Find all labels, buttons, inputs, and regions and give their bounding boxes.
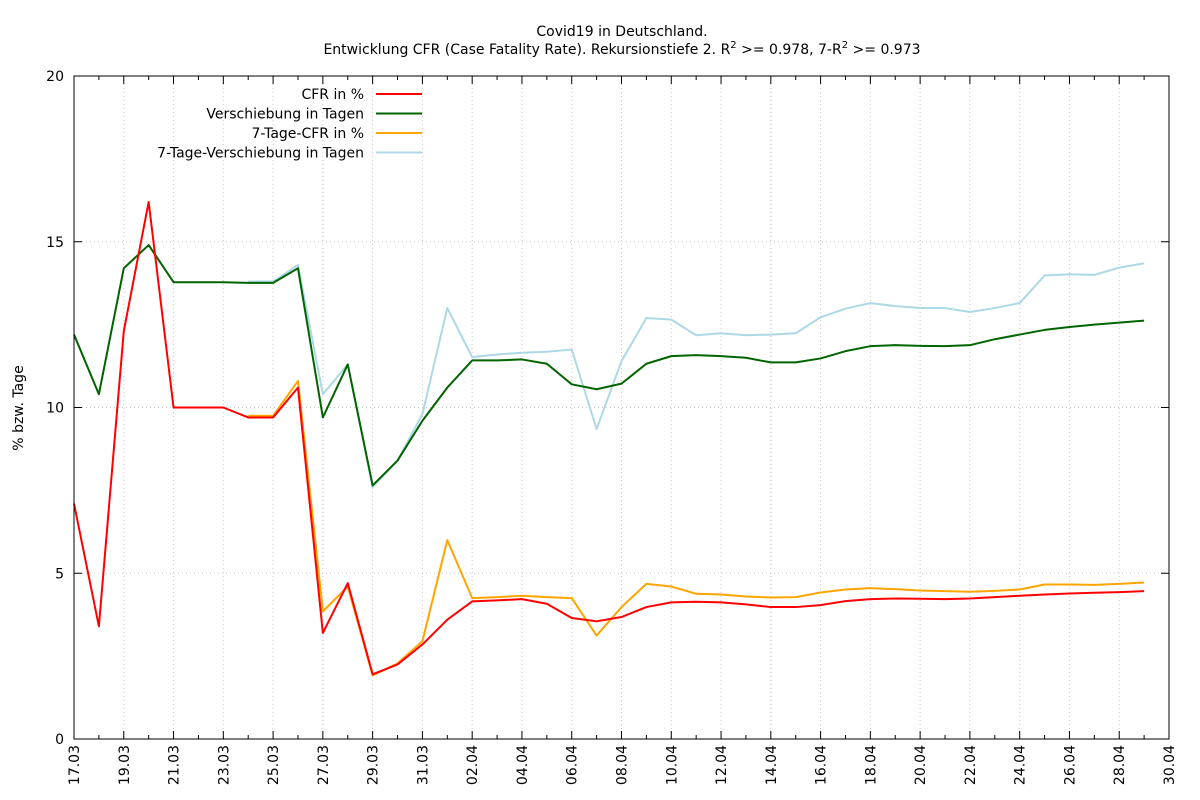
grid-layer (74, 76, 1169, 739)
x-tick-label: 02.04 (465, 745, 481, 785)
x-tick-label: 19.03 (117, 745, 133, 785)
title-part-sup1: 2 (730, 40, 736, 51)
y-tick-label: 5 (55, 566, 64, 582)
title-part-sup2: 2 (842, 40, 848, 51)
x-tick-label: 08.04 (615, 745, 631, 785)
x-tick-label: 10.04 (664, 745, 680, 785)
x-tick-label: 31.03 (415, 745, 431, 785)
x-tick-label: 20.04 (913, 745, 929, 785)
x-tick-label: 30.04 (1162, 745, 1178, 785)
x-tick-label: 27.03 (316, 745, 332, 785)
series-layer (73, 200, 1145, 677)
tick-layer: 0 5 10 15 20 17.03 19.03 21.03 23.03 25.03 27.03 29… (46, 69, 1178, 785)
x-tick-label: 17.03 (67, 745, 83, 785)
legend-label-1: CFR in % (301, 87, 364, 103)
series-line-2 (73, 244, 1145, 487)
chart-title-line1: Covid19 in Deutschland. (536, 24, 707, 40)
series-line-4 (248, 262, 1145, 489)
x-tick-label: 25.03 (266, 745, 282, 785)
series-line-1 (73, 200, 1145, 676)
legend: CFR in % Verschiebung in Tagen 7-Tage-CFR … (157, 87, 422, 162)
x-tick-label: 24.04 (1013, 745, 1029, 785)
x-tick-label: 06.04 (565, 745, 581, 785)
x-tick-label: 29.03 (366, 745, 382, 785)
x-tick-label: 14.04 (764, 745, 780, 785)
title-part-end: >= 0.973 (848, 42, 920, 58)
y-tick-label: 20 (46, 69, 64, 85)
title-part-main: Entwicklung CFR (Case Fatality Rate). Re… (323, 42, 730, 58)
legend-label-2: Verschiebung in Tagen (206, 107, 364, 123)
legend-label-3: 7-Tage-CFR in % (251, 126, 364, 142)
x-tick-label: 16.04 (814, 745, 830, 785)
x-tick-label: 23.03 (216, 745, 232, 785)
series-line-3 (248, 379, 1145, 677)
x-tick-label: 22.04 (963, 745, 979, 785)
title-part-mid: >= 0.978, 7-R (737, 42, 842, 58)
chart-title-line2: Entwicklung CFR (Case Fatality Rate). Re… (323, 40, 920, 58)
y-tick-label: 0 (55, 732, 64, 748)
x-tick-label: 28.04 (1112, 745, 1128, 785)
x-tick-label: 18.04 (863, 745, 879, 785)
y-tick-label: 15 (46, 235, 64, 251)
y-tick-label: 10 (46, 401, 64, 417)
legend-label-4: 7-Tage-Verschiebung in Tagen (157, 146, 364, 162)
x-tick-label: 21.03 (167, 745, 183, 785)
x-tick-label: 12.04 (714, 745, 730, 785)
y-axis-label: % bzw. Tage (11, 365, 27, 450)
x-tick-label: 04.04 (515, 745, 531, 785)
x-tick-label: 26.04 (1062, 745, 1078, 785)
